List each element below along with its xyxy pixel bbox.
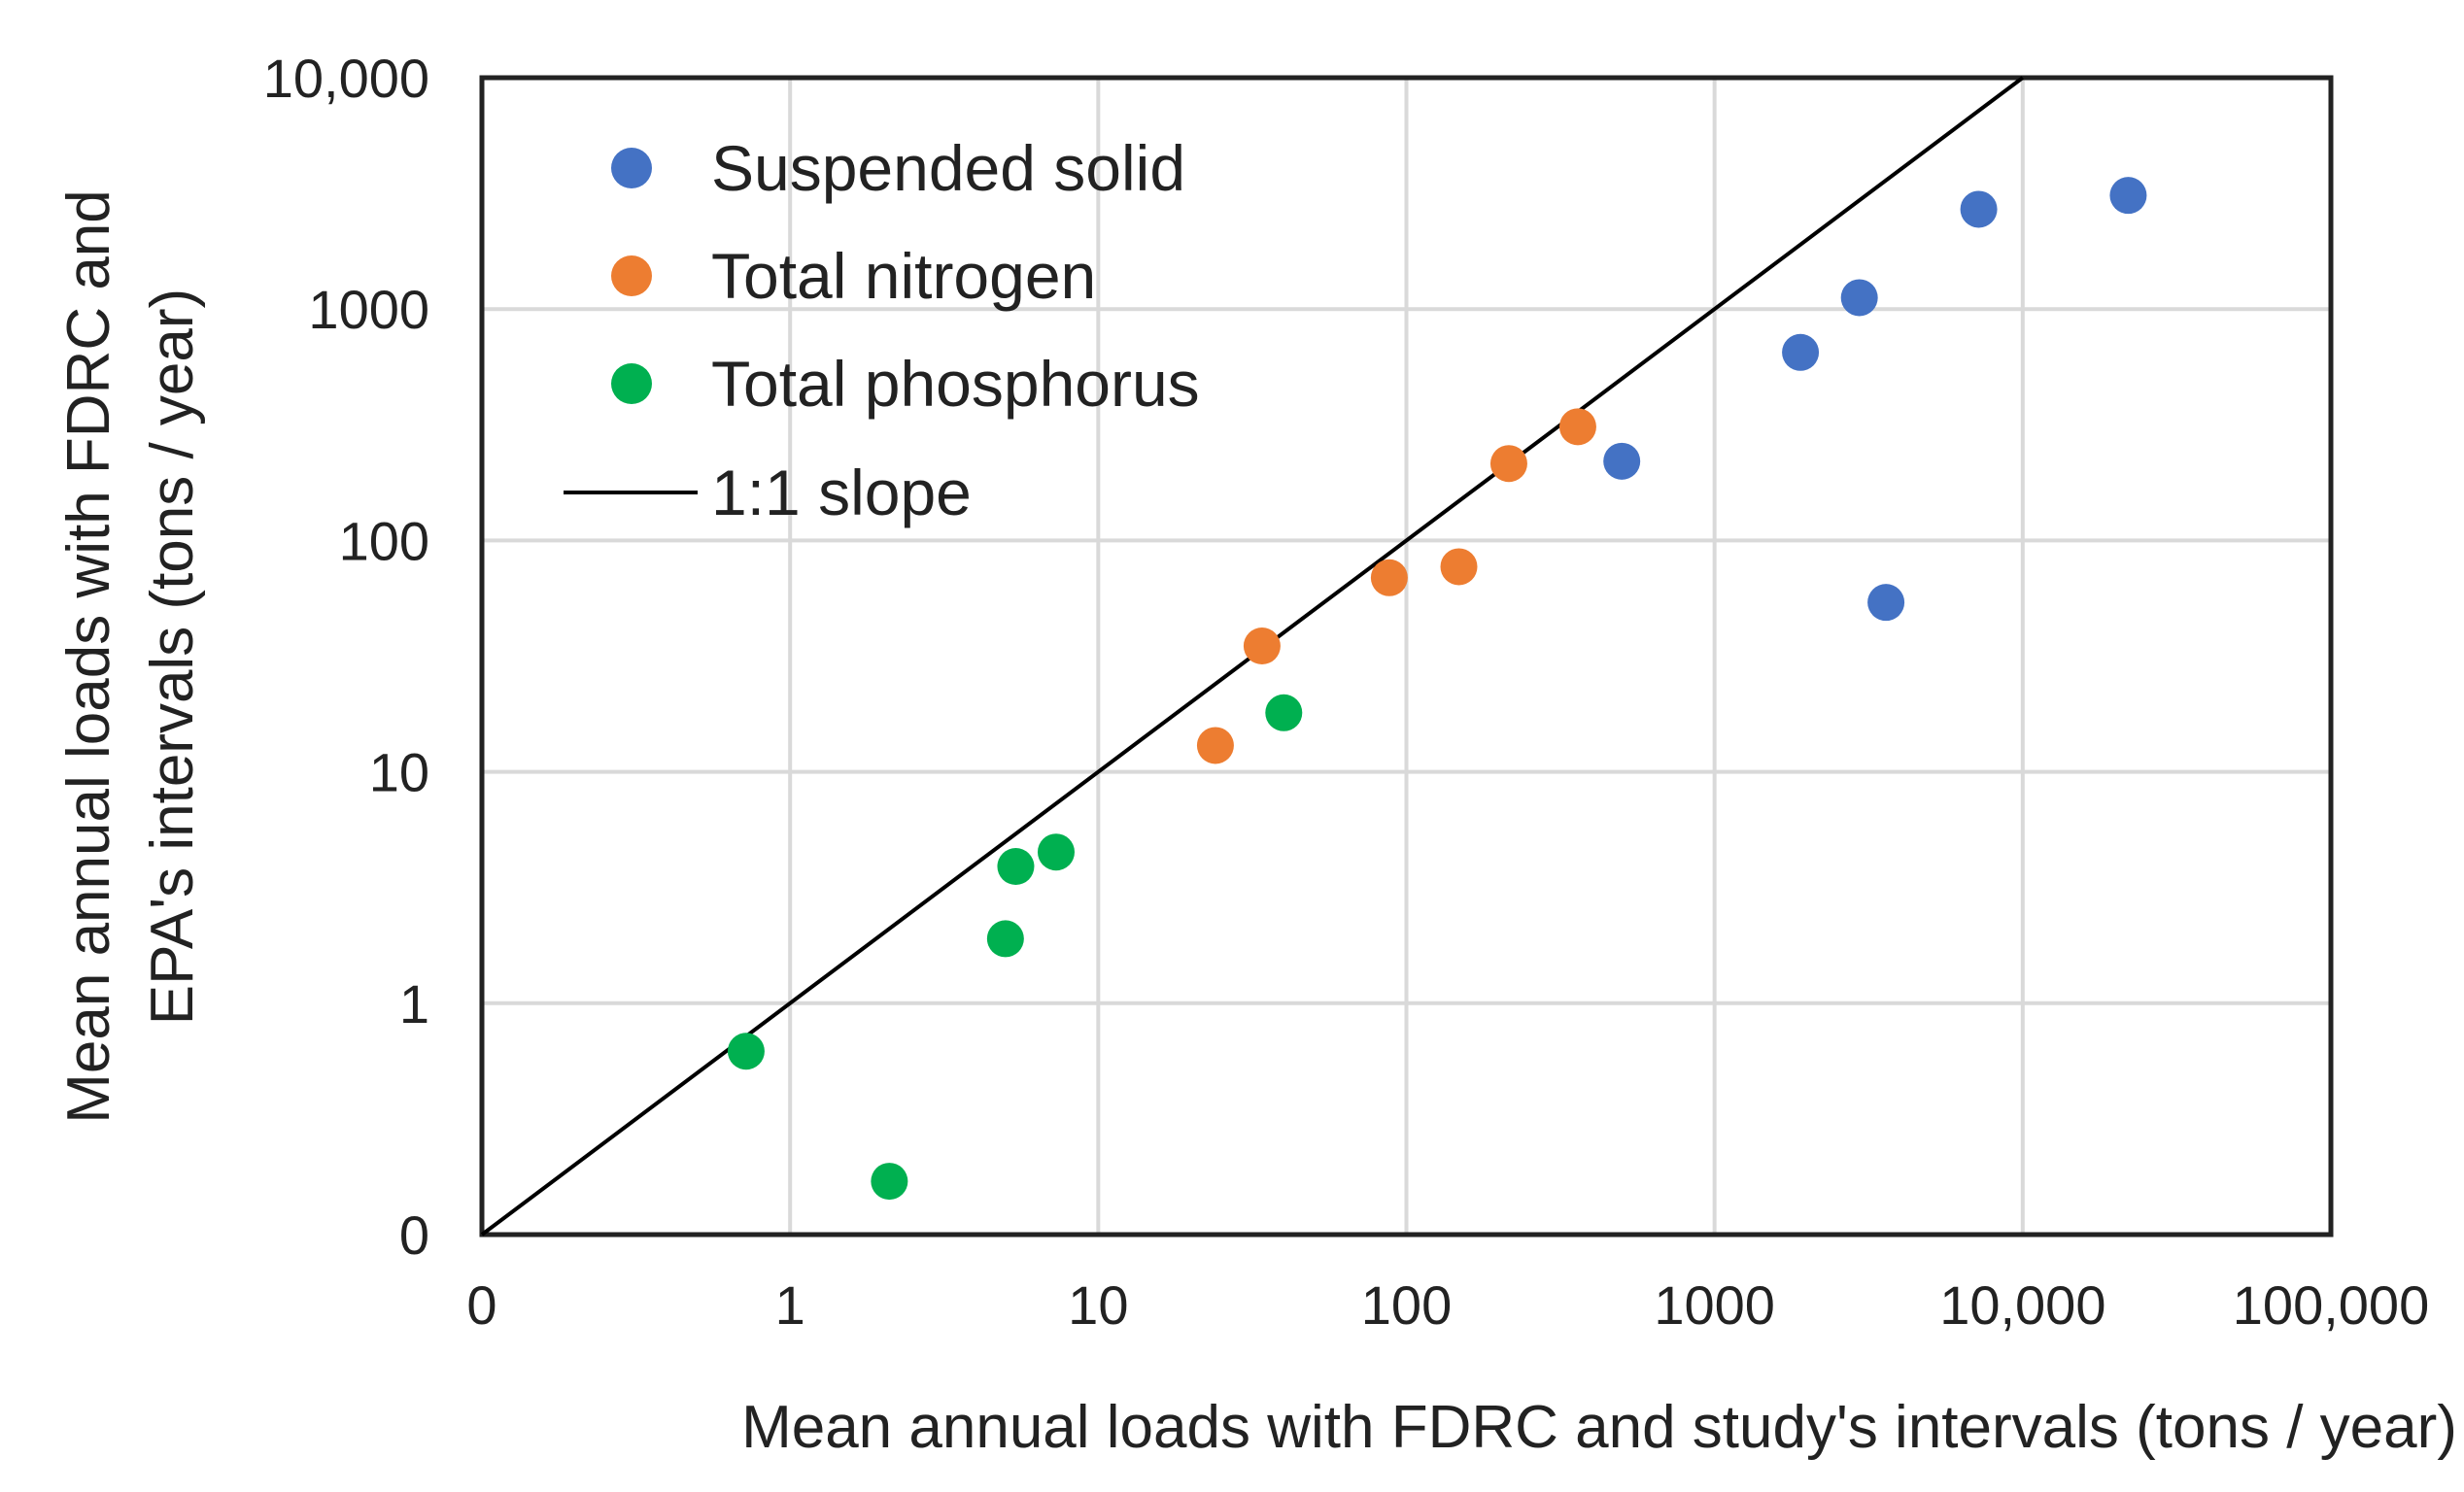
legend-label-total-nitrogen: Total nitrogen — [711, 240, 1096, 312]
y-tick-label: 0 — [399, 1204, 429, 1266]
legend-marker-suspended-solid — [611, 148, 652, 188]
data-point-total-phosphorus — [986, 920, 1024, 958]
data-point-suspended-solid — [1960, 190, 1998, 228]
y-tick-label: 10,000 — [263, 48, 429, 109]
data-point-total-nitrogen — [1243, 627, 1281, 665]
data-point-total-phosphorus — [997, 848, 1035, 886]
y-tick-label: 1 — [399, 973, 429, 1034]
data-point-suspended-solid — [1840, 279, 1878, 317]
y-axis-title-line-2: EPA's intervals (tons / year) — [139, 288, 206, 1025]
legend-label-total-phosphorus: Total phosphorus — [711, 348, 1200, 420]
data-point-suspended-solid — [1603, 442, 1641, 480]
x-tick-label: 1 — [775, 1274, 805, 1336]
y-axis-title-line-1: Mean annual loads with FDRC and — [55, 189, 122, 1124]
x-tick-label: 100 — [1361, 1274, 1452, 1336]
x-axis-ticks: 0 1 10 100 1000 10,000 100,000 — [466, 1274, 2429, 1336]
data-point-total-phosphorus — [871, 1163, 908, 1201]
legend-label-suspended-solid: Suspended solid — [711, 132, 1185, 204]
x-tick-label: 10 — [1068, 1274, 1128, 1336]
x-axis-title: Mean annual loads with FDRC and study's … — [741, 1394, 2457, 1461]
x-tick-label: 1000 — [1654, 1274, 1775, 1336]
y-tick-label: 1000 — [308, 279, 429, 340]
data-point-total-nitrogen — [1440, 548, 1478, 586]
legend-label-one-to-one-slope: 1:1 slope — [711, 457, 972, 528]
x-tick-label: 10,000 — [1939, 1274, 2105, 1336]
data-points — [727, 177, 2147, 1201]
x-tick-label: 100,000 — [2233, 1274, 2429, 1336]
data-point-suspended-solid — [1782, 333, 1820, 371]
y-tick-label: 10 — [369, 742, 429, 803]
y-axis-ticks: 0 1 10 100 1000 10,000 — [263, 48, 429, 1266]
legend: Suspended solid Total nitrogen Total pho… — [564, 132, 1200, 528]
legend-marker-total-nitrogen — [611, 255, 652, 296]
data-point-total-phosphorus — [727, 1033, 765, 1070]
x-tick-label: 0 — [466, 1274, 496, 1336]
data-point-suspended-solid — [1867, 584, 1905, 622]
plot-area-frame — [479, 75, 2334, 1238]
data-point-total-nitrogen — [1196, 727, 1234, 764]
data-point-total-nitrogen — [1558, 408, 1596, 446]
data-point-suspended-solid — [2109, 177, 2147, 215]
data-point-total-phosphorus — [1037, 833, 1075, 871]
data-point-total-phosphorus — [1265, 694, 1303, 731]
data-point-total-nitrogen — [1370, 559, 1408, 596]
y-axis-title: Mean annual loads with FDRC and EPA's in… — [55, 189, 206, 1124]
legend-marker-total-phosphorus — [611, 363, 652, 404]
data-point-total-nitrogen — [1489, 445, 1527, 483]
y-tick-label: 100 — [339, 510, 429, 571]
